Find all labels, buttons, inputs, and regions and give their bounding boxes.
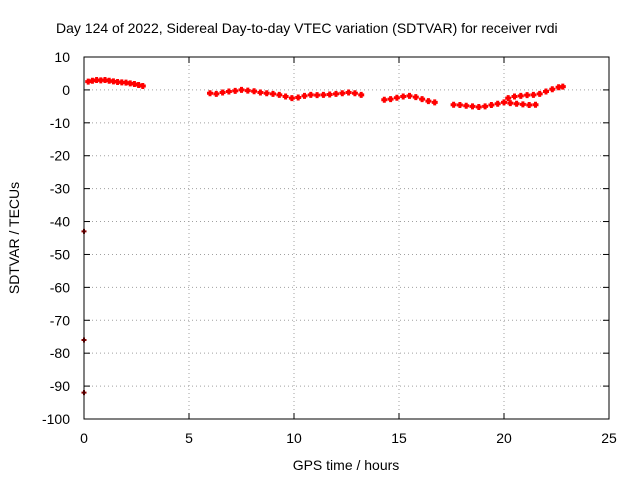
data-point — [345, 89, 352, 96]
data-points — [81, 77, 566, 396]
y-tick-label: -10 — [50, 115, 70, 131]
data-point — [213, 90, 220, 97]
data-point — [517, 92, 524, 99]
data-point — [333, 90, 339, 97]
x-tick-label: 10 — [286, 430, 302, 446]
y-tick-labels: 10 0 -10 -20 -30 -40 -50 -60 -70 -80 -90 -100 — [42, 49, 70, 427]
data-point — [139, 82, 146, 89]
data-point — [400, 93, 407, 100]
data-point — [549, 86, 556, 93]
y-tick-label: 0 — [62, 82, 70, 98]
data-point — [511, 93, 518, 100]
plot-frame — [83, 56, 610, 420]
data-point — [406, 92, 413, 99]
data-point — [524, 92, 531, 99]
x-tick-label: 25 — [601, 430, 617, 446]
data-point — [314, 92, 321, 99]
data-point — [530, 91, 537, 98]
x-axis-title: GPS time / hours — [293, 457, 400, 473]
y-tick-label: 10 — [54, 49, 70, 65]
data-point — [456, 102, 463, 109]
x-tick-label: 5 — [185, 430, 193, 446]
y-tick-label: -40 — [50, 214, 70, 230]
data-point — [381, 96, 388, 103]
data-point — [276, 91, 283, 98]
data-point — [463, 102, 470, 109]
x-tick-label: 20 — [496, 430, 512, 446]
data-point — [326, 91, 333, 98]
data-point — [225, 88, 232, 95]
x-tick-labels: 0 5 10 15 20 25 — [80, 430, 617, 446]
data-point — [450, 101, 457, 108]
data-point — [469, 103, 476, 110]
data-point — [532, 101, 539, 108]
data-point — [351, 90, 358, 97]
data-point — [507, 100, 514, 107]
data-point — [295, 94, 302, 101]
data-point — [251, 88, 258, 95]
data-point — [543, 88, 549, 95]
data-point — [393, 94, 400, 101]
data-point — [387, 96, 394, 103]
data-point — [207, 90, 213, 97]
data-point — [431, 99, 438, 106]
data-point — [282, 93, 289, 100]
y-tick-label: -70 — [50, 312, 70, 328]
data-point — [270, 90, 276, 97]
data-point — [494, 100, 501, 107]
data-point — [301, 92, 308, 99]
data-point — [244, 87, 251, 94]
data-point — [238, 86, 245, 93]
grid-lines — [84, 57, 609, 419]
data-point — [505, 95, 512, 102]
axis-ticks — [83, 56, 610, 420]
data-point — [358, 91, 365, 98]
y-tick-label: -90 — [50, 378, 70, 394]
data-point — [320, 91, 327, 98]
data-point — [412, 94, 419, 101]
data-point — [513, 100, 520, 107]
data-point — [536, 90, 543, 97]
y-tick-label: -20 — [50, 148, 70, 164]
data-point — [488, 102, 495, 109]
data-point — [559, 83, 566, 90]
y-tick-label: -100 — [42, 411, 70, 427]
data-point — [339, 90, 346, 97]
data-point — [482, 103, 489, 110]
data-point — [475, 104, 482, 111]
data-point — [257, 89, 264, 96]
y-axis-title: SDTVAR / TECUs — [6, 182, 22, 294]
data-point — [219, 89, 226, 96]
data-point — [232, 87, 239, 94]
data-point — [307, 91, 314, 98]
x-tick-label: 15 — [391, 430, 407, 446]
y-tick-label: -80 — [50, 345, 70, 361]
y-tick-label: -50 — [50, 246, 70, 262]
data-point — [526, 102, 533, 109]
data-point — [425, 98, 432, 105]
data-point — [519, 101, 526, 108]
x-tick-label: 0 — [80, 430, 88, 446]
y-tick-label: -30 — [50, 181, 70, 197]
data-point — [263, 90, 270, 97]
chart-title: Day 124 of 2022, Sidereal Day-to-day VTE… — [56, 20, 558, 36]
data-point — [501, 99, 507, 106]
y-tick-label: -60 — [50, 279, 70, 295]
data-point — [419, 96, 426, 103]
data-point — [288, 95, 295, 102]
